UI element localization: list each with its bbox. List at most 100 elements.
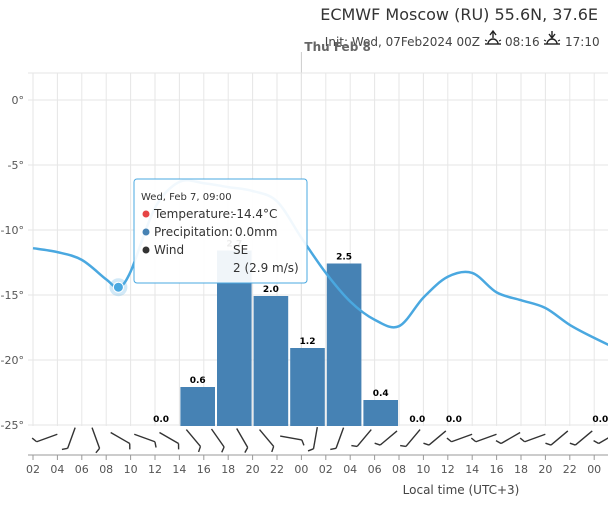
wind-barb-staff (598, 431, 608, 445)
wind-barb-feather (569, 442, 576, 446)
wind-barb-feather (154, 441, 157, 448)
tooltip-temp-value: -14.4°C (232, 207, 277, 221)
x-axis-title: Local time (UTC+3) (403, 483, 520, 497)
precipitation-value-label: 0.0 (592, 415, 608, 425)
wind-barb-staff (500, 431, 521, 445)
sunset-icon (543, 31, 561, 45)
x-tick-label: 18 (514, 463, 528, 476)
wind-barb (31, 433, 58, 443)
wind-barb-feather (495, 440, 502, 445)
wind-barb (236, 428, 249, 453)
x-tick-label: 10 (416, 463, 430, 476)
x-axis: 02 04 06 08 10 12 14 16 18 20 22 00 02 04 06 08 10 12 14 16… (26, 454, 608, 476)
wind-barb-feather (593, 440, 600, 445)
x-tick-label: 14 (465, 463, 479, 476)
wind-barb-feather (95, 447, 101, 454)
x-tick-label: 22 (563, 463, 577, 476)
wind-barb-staff (451, 433, 473, 443)
x-tick-label: 14 (172, 463, 186, 476)
wind-barb-feather (400, 444, 407, 448)
wind-barb-staff (134, 433, 156, 443)
wind-barb-staff (110, 431, 131, 445)
y-tick-label: -15° (1, 289, 24, 302)
wind-barb-feather (374, 442, 381, 446)
wind-barb (258, 429, 275, 453)
wind-barb-feather (61, 447, 68, 451)
x-tick-label: 06 (75, 463, 89, 476)
wind-barb-staff (379, 430, 398, 446)
x-tick-label: 12 (441, 463, 455, 476)
x-tick-label: 04 (343, 463, 357, 476)
precipitation-value-label: 0.0 (446, 415, 462, 425)
x-tick-label: 04 (50, 463, 64, 476)
wind-barb (400, 429, 421, 448)
tooltip-wind-label: Wind (154, 243, 184, 257)
y-tick-label: -25° (1, 419, 24, 432)
temperature-series (32, 178, 608, 346)
chart-title: ECMWF Moscow (RU) 55.6N, 37.6E (320, 5, 598, 24)
wind-barb-feather (31, 437, 38, 443)
wind-barb-staff (159, 431, 179, 445)
x-tick-label: 02 (26, 463, 40, 476)
wind-barb-staff (550, 430, 569, 446)
x-tick-label: 20 (538, 463, 552, 476)
wind-barb (470, 433, 497, 443)
tooltip-precip-label: Precipitation: (154, 225, 233, 239)
wind-barb (159, 431, 180, 450)
precipitation-value-label: 0.6 (190, 376, 206, 386)
wind-barb-feather (446, 437, 452, 443)
day-label: Thu Feb 8 (304, 40, 370, 54)
wind-barb (519, 433, 546, 443)
wind-barb-feather (423, 442, 430, 446)
wind-barb (423, 430, 447, 446)
x-tick-label: 10 (124, 463, 138, 476)
wind-barb-staff (405, 429, 421, 447)
x-tick-label: 12 (148, 463, 162, 476)
x-tick-label: 06 (368, 463, 382, 476)
wind-barb-feather (519, 437, 526, 443)
precipitation-value-label: 1.2 (300, 337, 316, 347)
x-tick-label: 00 (294, 463, 308, 476)
sunrise-time: 08:16 (505, 35, 540, 49)
wind-barb (210, 428, 225, 453)
wind-barb-feather (330, 447, 337, 451)
chart-subtitle: Init: Wed, 07Feb2024 00Z 08:16 17:10 (325, 29, 600, 49)
x-tick-label: 02 (319, 463, 333, 476)
wind-barb (446, 433, 473, 443)
temperature-marker-dot (142, 210, 150, 218)
x-tick-label: 20 (246, 463, 260, 476)
x-tick-label: 16 (197, 463, 211, 476)
y-axis-labels: 0° -5° -10° -15° -20° -25° (1, 94, 24, 432)
wind-barbs (31, 427, 608, 454)
wind-barb-staff (185, 429, 202, 447)
wind-barb-feather (301, 439, 305, 446)
wind-barb-feather (129, 443, 131, 450)
wind-barb (374, 430, 398, 446)
precipitation-bar (290, 348, 325, 426)
hover-point (112, 281, 124, 293)
wind-barb (495, 431, 521, 445)
y-tick-label: -5° (8, 159, 24, 172)
precipitation-value-label: 0.4 (373, 389, 389, 399)
wind-barb (134, 433, 157, 448)
precipitation-value-label: 0.0 (153, 415, 169, 425)
wind-barb-feather (470, 437, 477, 443)
wind-barb-staff (335, 427, 345, 449)
wind-barb (61, 427, 76, 451)
x-tick-label: 08 (99, 463, 113, 476)
x-tick-label: 22 (270, 463, 284, 476)
precipitation-marker-dot (142, 228, 150, 236)
wind-barb (91, 427, 101, 454)
precipitation-bar (180, 387, 215, 426)
precipitation-value-label: 2.5 (336, 253, 352, 263)
precipitation-value-label: 0.0 (409, 415, 425, 425)
tooltip-wind-dir: SE (233, 243, 248, 257)
wind-barb-staff (356, 429, 372, 447)
wind-barb (351, 429, 372, 448)
sunrise-icon (484, 29, 502, 45)
wind-barb-staff (475, 433, 497, 443)
x-tick-label: 18 (221, 463, 235, 476)
wind-barb-staff (66, 427, 76, 449)
wind-barb (569, 430, 593, 446)
wind-barb-feather (545, 442, 552, 446)
